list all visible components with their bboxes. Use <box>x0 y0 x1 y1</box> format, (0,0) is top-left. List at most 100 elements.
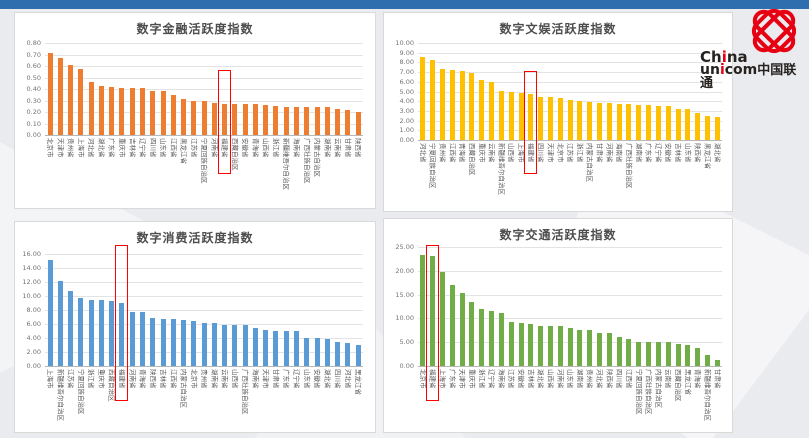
bar-山西省 <box>263 105 269 135</box>
bar-slot <box>199 254 209 366</box>
y-axis-tick-label: 0.40 <box>26 85 41 93</box>
x-axis-label: 广西壮族自治区 <box>644 369 653 415</box>
x-axis-label: 天津市 <box>261 369 270 389</box>
bar-slot <box>467 247 477 366</box>
x-label-slot: 重庆市 <box>467 369 477 421</box>
bar-slot <box>353 254 363 366</box>
bar-山西省 <box>508 92 514 140</box>
logo-red-i: i <box>719 62 725 78</box>
x-axis-label: 新疆维吾尔自治区 <box>703 369 712 421</box>
bar-slot <box>703 247 713 366</box>
x-axis-label: 江西省 <box>624 369 633 389</box>
x-axis-label: 山东省 <box>566 369 575 389</box>
x-label-slot: 陕西省 <box>148 369 158 421</box>
x-axis-label: 河南省 <box>128 369 137 389</box>
x-axis-labels: 北京市 天津市 贵州省 上海市 河北省 湖北省 广东省 重庆市 吉林省 辽宁省 四川省 山东省 江西省黑… <box>45 138 363 190</box>
bar-slot <box>209 43 219 135</box>
bar-slot <box>614 43 624 140</box>
bar-slot <box>250 43 260 135</box>
bar-江西省 <box>449 70 455 140</box>
x-axis-label: 四川省 <box>148 138 157 158</box>
bar-江苏省 <box>508 322 514 366</box>
bar-slot <box>575 247 585 366</box>
bar-slot <box>712 43 722 140</box>
bar-slot <box>683 247 693 366</box>
bar-河北省 <box>420 56 426 140</box>
x-axis-label: 辽宁省 <box>487 369 496 389</box>
bar-重庆市 <box>98 299 104 366</box>
chart-title-digital-entertainment: 数字文娱活跃度指数 <box>499 22 617 36</box>
x-label-slot: 湖北省 <box>712 143 722 195</box>
gridline <box>45 282 363 283</box>
highlight-box-福建省 <box>426 245 440 401</box>
bar-新疆维吾尔自治区 <box>283 107 289 135</box>
x-axis-label: 山东省 <box>683 143 692 163</box>
bar-slot <box>127 43 137 135</box>
bar-slot <box>644 247 654 366</box>
x-label-slot: 新疆维吾尔自治区 <box>281 138 291 190</box>
x-axis-label: 湖南省 <box>323 138 332 158</box>
bar-湖北省 <box>538 325 544 366</box>
bar-湖南省 <box>324 107 330 135</box>
x-axis-label: 青海省 <box>138 369 147 389</box>
x-label-slot: 青海省 <box>137 369 147 421</box>
bar-slot <box>467 43 477 140</box>
chart-title-digital-transport: 数字交通活跃度指数 <box>499 228 617 242</box>
x-axis-label: 宁夏回族自治区 <box>200 138 209 184</box>
x-axis-label: 甘肃省 <box>343 138 352 158</box>
x-axis-label: 山东省 <box>302 369 311 389</box>
bar-云南省 <box>665 342 671 366</box>
gridline <box>418 294 722 296</box>
bar-slot <box>526 247 536 366</box>
y-axis-tick-label: 15.00 <box>395 290 414 299</box>
x-axis-label: 贵州省 <box>585 369 594 389</box>
x-label-slot: 广东省 <box>107 138 117 190</box>
x-label-slot: 广东省 <box>281 369 291 421</box>
x-axis-label: 贵州省 <box>438 143 447 163</box>
bar-广东省 <box>109 86 115 135</box>
x-label-slot: 新疆维吾尔自治区 <box>497 143 507 195</box>
top-accent-bar <box>0 0 809 9</box>
logo-red-i: i <box>721 48 727 66</box>
gridline <box>418 81 722 83</box>
bar-安徽省 <box>518 322 524 366</box>
bar-云南省 <box>222 325 228 366</box>
x-axis-label: 天津市 <box>458 369 467 389</box>
x-axis-label: 江西省 <box>169 138 178 158</box>
x-axis-label: 甘肃省 <box>713 369 722 389</box>
bar-辽宁省 <box>294 331 299 366</box>
logo-text-chinese: 中国联通 <box>700 63 797 91</box>
x-label-slot: 内蒙古自治区 <box>178 369 188 421</box>
bar-slot <box>271 43 281 135</box>
logo-text-china: China <box>700 48 748 66</box>
bar-西藏自治区 <box>469 73 475 140</box>
x-label-slot: 山西省 <box>506 143 516 195</box>
bar-slot <box>107 43 117 135</box>
bar-slot <box>477 43 487 140</box>
x-label-slot: 海南省 <box>497 369 507 421</box>
bar-天津市 <box>263 330 269 366</box>
bar-slot <box>585 43 595 140</box>
x-axis-label: 河南省 <box>556 369 565 389</box>
x-axis-label: 广东省 <box>107 138 116 158</box>
x-axis-label: 青海省 <box>458 143 467 163</box>
bar-slot <box>302 43 312 135</box>
bar-slot <box>332 254 342 366</box>
bar-江西省 <box>170 319 176 366</box>
x-axis-label: 贵州省 <box>200 369 209 389</box>
bar-slot <box>565 43 575 140</box>
x-axis-label: 浙江省 <box>477 369 486 389</box>
bar-天津市 <box>459 293 465 366</box>
x-axis-label: 湖南省 <box>575 369 584 389</box>
bar-slot <box>428 43 438 140</box>
x-label-slot: 河北省 <box>86 138 96 190</box>
x-axis-label: 天津市 <box>546 143 555 163</box>
bar-slot <box>230 43 240 135</box>
bar-江西省 <box>626 339 632 366</box>
x-axis-label: 新疆维吾尔自治区 <box>282 138 291 190</box>
gridline <box>45 89 363 90</box>
x-axis-label: 四川省 <box>536 143 545 163</box>
bar-宁夏回族自治区 <box>201 100 207 135</box>
gridline <box>45 54 363 56</box>
x-axis-label: 北京市 <box>46 138 55 158</box>
